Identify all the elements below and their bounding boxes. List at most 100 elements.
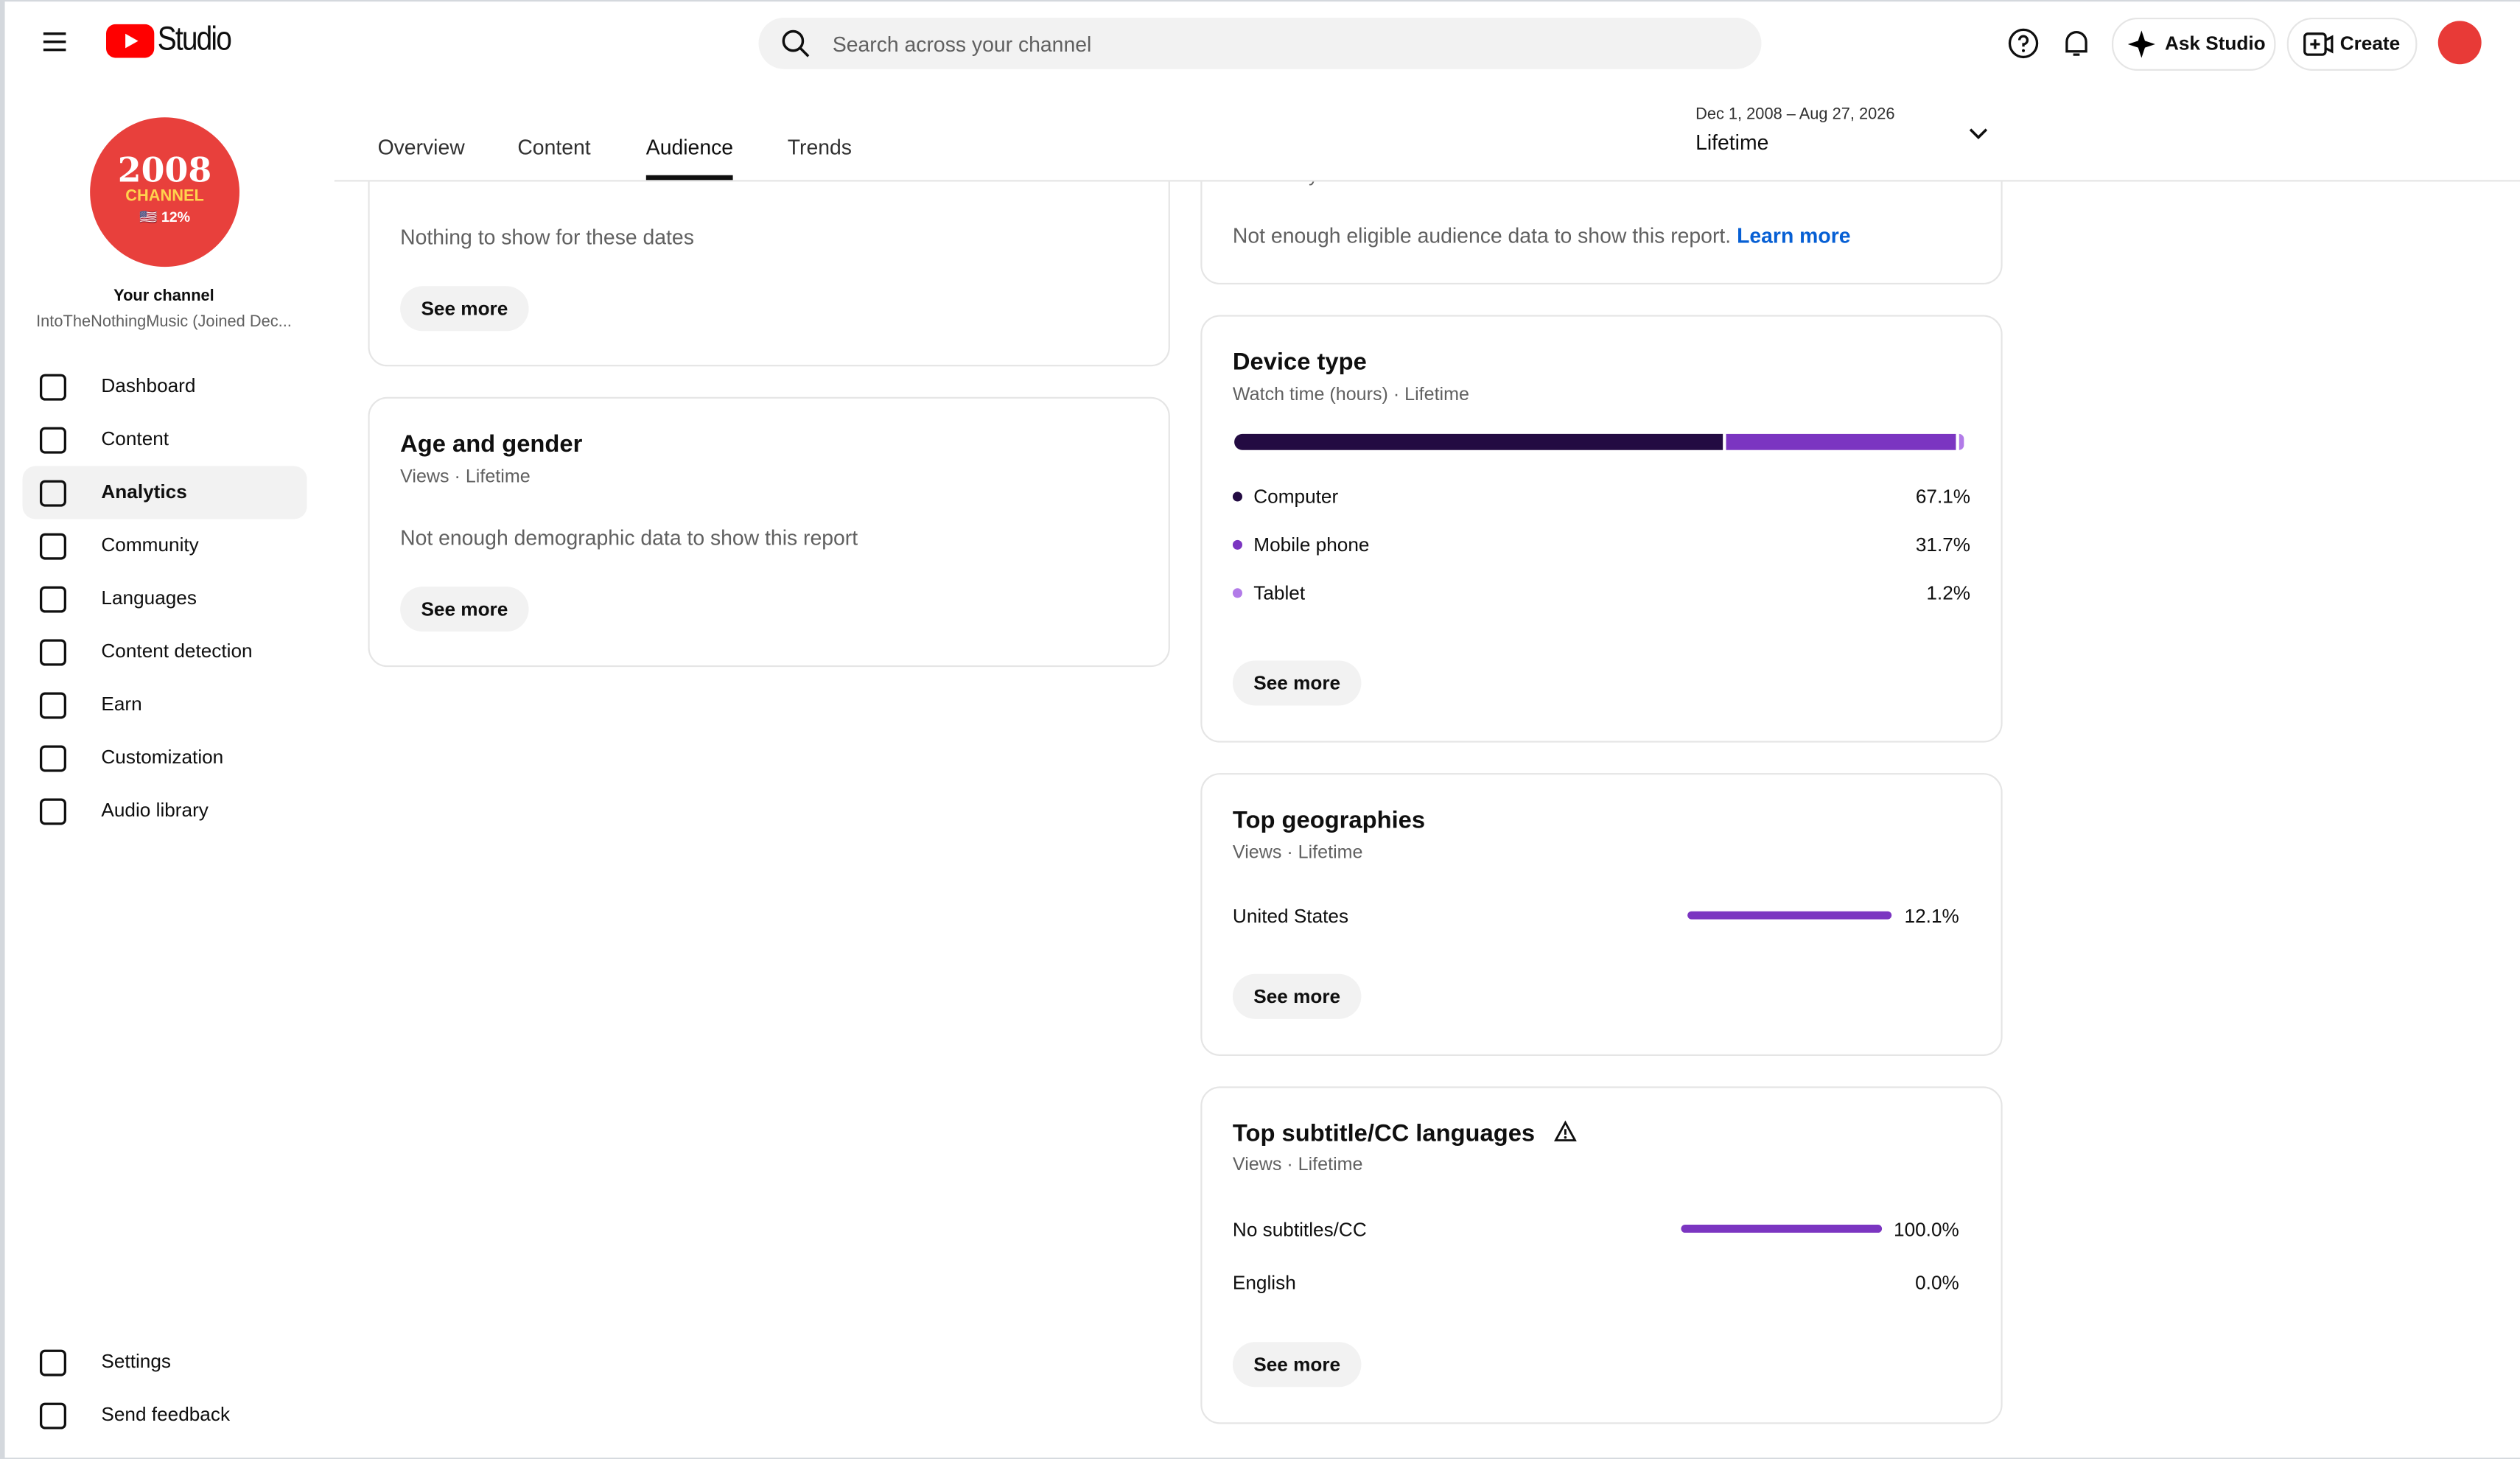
icon-shape	[39, 798, 66, 825]
channel-name: IntoTheNothingMusic (Joined Dec...	[36, 313, 292, 332]
nav-icon	[39, 745, 66, 772]
nav-label: Send feedback	[101, 1403, 231, 1426]
legend-value: 1.2%	[1926, 581, 1971, 605]
nav-item[interactable]: Dashboard	[23, 360, 307, 413]
message-text: Not enough eligible audience data to sho…	[1232, 223, 1732, 248]
tab[interactable]: Trends	[787, 135, 852, 159]
row-value: 0.0%	[1915, 1271, 1959, 1294]
card-message: Not enough demographic data to show this…	[400, 525, 858, 550]
see-more-button[interactable]: See more	[1232, 1342, 1362, 1388]
row-name: English	[1232, 1271, 1296, 1294]
legend-name: Mobile phone	[1253, 533, 1370, 556]
see-more-button[interactable]: See more	[400, 286, 529, 332]
nav-icon	[39, 1402, 66, 1430]
nav-label: Content detection	[101, 640, 253, 662]
icon-shape	[39, 533, 66, 560]
icon-shape	[39, 374, 66, 401]
create-icon	[2303, 32, 2334, 56]
top-subtitles-card: Top subtitle/CC languages Views · Lifeti…	[1200, 1086, 2003, 1424]
legend-name: Computer	[1253, 485, 1339, 508]
youtube-logo[interactable]	[105, 24, 155, 58]
legend-dot	[1232, 491, 1243, 502]
nav-label: Languages	[101, 587, 197, 609]
card-subtitle: Views · Lifetime	[1232, 1155, 1363, 1175]
tab[interactable]: Overview	[377, 135, 465, 159]
nav-item[interactable]: Audio library	[23, 784, 307, 837]
ask-studio-label: Ask Studio	[2164, 32, 2266, 55]
row-value: 100.0%	[1894, 1218, 1959, 1241]
see-more-button[interactable]: See more	[400, 587, 529, 632]
card-title: Top geographies	[1232, 806, 1426, 835]
tab-bar	[334, 83, 2520, 182]
nav-icon	[39, 374, 66, 401]
avatar-badge: 🇺🇸 12%	[139, 209, 191, 225]
date-label[interactable]: Lifetime	[1695, 130, 1769, 155]
dropdown-icon[interactable]	[1967, 122, 1990, 145]
nav-item[interactable]: Content	[23, 413, 307, 466]
help-icon[interactable]	[2007, 27, 2040, 60]
search-icon	[782, 29, 810, 57]
icon-shape	[39, 427, 66, 454]
avatar-year: 2008	[117, 149, 212, 190]
search-placeholder: Search across your channel	[832, 32, 1092, 57]
title-text: Top subtitle/CC languages	[1232, 1120, 1536, 1148]
legend-value: 67.1%	[1915, 485, 1971, 508]
card-subtitle: Watch time (hours) · Lifetime	[1232, 385, 1469, 405]
sparkle-icon	[2127, 30, 2155, 58]
nav-item[interactable]: Languages	[23, 572, 307, 625]
notifications-icon[interactable]	[2060, 27, 2093, 60]
content: Watch time · Lifetime Nothing to show fo…	[334, 0, 2520, 1459]
warning-icon[interactable]	[1554, 1120, 1578, 1143]
tab[interactable]: Audience	[645, 135, 734, 159]
nav-icon	[39, 1349, 66, 1376]
account-avatar[interactable]	[2437, 21, 2482, 65]
see-more-button[interactable]: See more	[1232, 660, 1362, 706]
see-more-button[interactable]: See more	[1232, 973, 1362, 1019]
icon-shape	[39, 639, 66, 666]
nav-item[interactable]: Customization	[23, 731, 307, 784]
create-label: Create	[2339, 32, 2401, 55]
legend-row: Tablet 1.2%	[1232, 577, 1971, 609]
nav-item[interactable]: Settings	[23, 1336, 307, 1389]
row-bar	[1681, 1225, 1883, 1233]
create-button[interactable]: Create	[2286, 17, 2418, 71]
channel-avatar[interactable]: 2008 CHANNEL 🇺🇸 12%	[90, 117, 239, 267]
avatar-word: CHANNEL	[125, 188, 204, 206]
nav-label: Content	[101, 427, 169, 450]
card-title: Device type	[1232, 349, 1367, 377]
icon-shape	[39, 1349, 66, 1376]
learn-more-link[interactable]: Learn more	[1737, 223, 1851, 248]
nav-item[interactable]: Content detection	[23, 625, 307, 678]
legend-name: Tablet	[1253, 581, 1306, 605]
nav-item[interactable]: Earn	[23, 678, 307, 731]
device-bar-segment	[1958, 433, 1964, 450]
menu-icon[interactable]	[42, 29, 68, 55]
icon-shape	[39, 586, 66, 613]
top-geographies-card: Top geographies Views · Lifetime See mor…	[1200, 773, 2003, 1056]
icon-shape	[39, 1402, 66, 1430]
age-gender-card: Age and gender Views · Lifetime Not enou…	[368, 396, 1170, 668]
legend-row: Computer 67.1%	[1232, 480, 1971, 513]
tab-underline	[645, 175, 733, 181]
nav-label: Dashboard	[101, 374, 196, 397]
card-title: Age and gender	[400, 430, 583, 458]
device-bar-segment	[1726, 433, 1956, 450]
nav-item[interactable]: Send feedback	[23, 1388, 307, 1441]
nav-item[interactable]: Community	[23, 519, 307, 573]
row-bar	[1687, 911, 1892, 920]
nav-item[interactable]: Analytics	[22, 466, 307, 519]
date-range[interactable]: Dec 1, 2008 – Aug 27, 2026	[1695, 105, 1895, 124]
channel-label: Your channel	[113, 287, 214, 306]
row-value: 12.1%	[1904, 904, 1959, 928]
legend-dot	[1232, 539, 1243, 550]
tab[interactable]: Content	[517, 135, 591, 159]
legend-dot	[1232, 588, 1243, 598]
nav-icon	[39, 480, 66, 507]
nav-label: Customization	[101, 746, 224, 769]
search-box[interactable]: Search across your channel	[758, 17, 1762, 69]
ask-studio-button[interactable]: Ask Studio	[2111, 17, 2276, 71]
row-name: United States	[1232, 904, 1349, 928]
nav-label: Settings	[101, 1350, 171, 1373]
list-row: English 0.0%	[1233, 1267, 1959, 1299]
